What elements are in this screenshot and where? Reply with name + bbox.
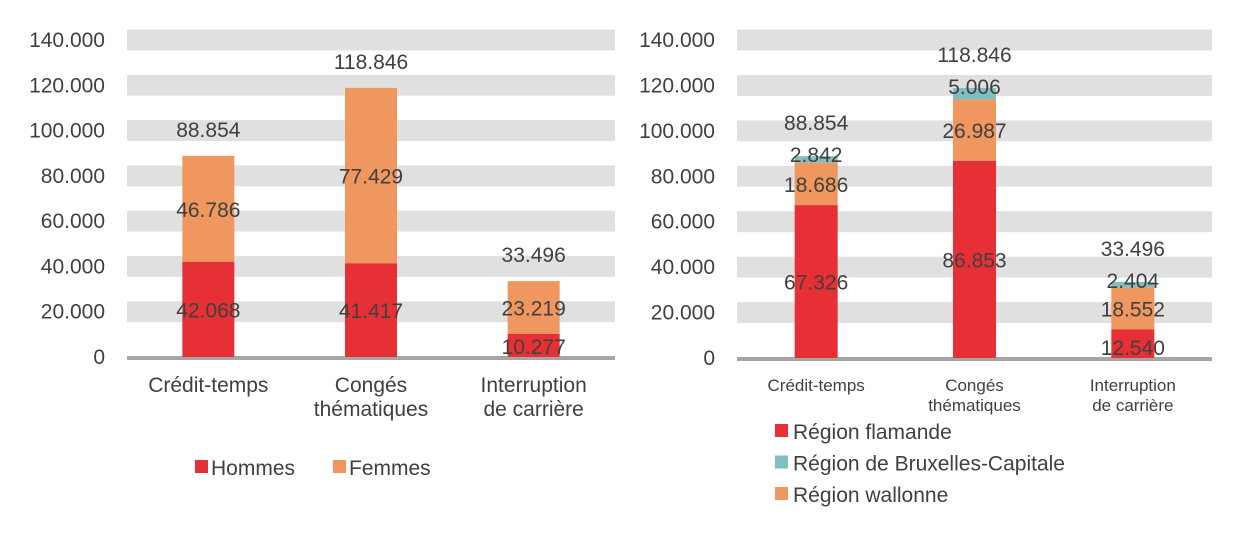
x-axis-line	[127, 356, 615, 360]
bar-segment	[1111, 287, 1155, 330]
y-tick-label: 80.000	[651, 165, 715, 188]
legend-swatch	[775, 487, 788, 500]
category-label: Congés	[335, 374, 407, 397]
category-label: thématiques	[314, 398, 428, 421]
y-tick-label: 60.000	[651, 211, 715, 234]
category-label: thématiques	[928, 396, 1021, 415]
data-label: 5.006	[948, 76, 1001, 99]
y-tick-label: 140.000	[639, 29, 715, 52]
data-label: 2.404	[1107, 270, 1160, 293]
y-tick-label: 40.000	[41, 255, 105, 278]
bar-segment	[182, 155, 235, 262]
bar-segment	[1111, 281, 1155, 288]
bar-segment	[953, 88, 996, 100]
bar-segment	[182, 261, 235, 357]
bar-segment	[794, 162, 838, 206]
total-label: 88.854	[784, 112, 849, 135]
total-label: 33.496	[502, 244, 566, 267]
y-tick-label: 100.000	[29, 120, 105, 143]
bar-segment	[507, 333, 560, 357]
y-tick-label: 80.000	[41, 165, 105, 188]
y-tick-label: 0	[93, 346, 105, 369]
category-label: Crédit-temps	[768, 376, 865, 395]
data-label: 10.277	[502, 336, 566, 359]
total-label: 33.496	[1101, 238, 1165, 261]
category-label: Interruption	[1090, 376, 1176, 395]
total-label: 118.846	[334, 51, 408, 74]
data-label: 26.987	[942, 120, 1006, 143]
legend-label: Région de Bruxelles-Capitale	[793, 453, 1065, 476]
data-label: 41.417	[339, 300, 403, 323]
legend-swatch	[775, 455, 788, 469]
total-label: 88.854	[176, 119, 241, 142]
data-label: 46.786	[176, 199, 240, 222]
bar-segment	[794, 156, 838, 163]
y-tick-label: 0	[703, 347, 715, 370]
y-tick-label: 100.000	[639, 120, 715, 143]
bar-segment	[953, 99, 996, 161]
category-label: Interruption	[481, 374, 587, 397]
bar-segment	[345, 263, 397, 357]
data-label: 18.552	[1101, 298, 1165, 321]
total-label: 118.846	[937, 44, 1011, 67]
legend-label: Hommes	[211, 457, 295, 480]
data-label: 67.326	[784, 272, 848, 295]
category-label: Crédit-temps	[148, 374, 268, 397]
data-label: 23.219	[502, 297, 566, 320]
x-axis-line	[737, 357, 1212, 361]
data-label: 77.429	[339, 166, 403, 189]
legend-label: Femmes	[349, 457, 431, 480]
legend-swatch	[195, 460, 208, 473]
bar-segment	[345, 87, 397, 264]
grid-band	[737, 74, 1212, 96]
y-tick-label: 20.000	[41, 301, 105, 324]
y-tick-label: 40.000	[651, 256, 715, 279]
data-label: 2.842	[790, 144, 843, 167]
category-label: Congés	[945, 376, 1004, 395]
legend-swatch	[333, 460, 346, 473]
bar-segment	[1111, 329, 1155, 358]
legend-label: Région flamande	[793, 421, 952, 444]
legend-label: Région wallonne	[793, 484, 948, 507]
legend-swatch	[775, 424, 788, 437]
y-tick-label: 120.000	[29, 74, 105, 97]
data-label: 86.853	[942, 249, 1006, 272]
y-tick-label: 60.000	[41, 210, 105, 233]
bar-segment	[794, 205, 838, 358]
grid-band	[127, 74, 615, 96]
category-label: de carrière	[483, 398, 583, 421]
y-tick-label: 120.000	[639, 74, 715, 97]
chart-1: 0 20.000 40.000 60.000 80.000 100.000 120.000 1…	[29, 29, 615, 480]
grid-band	[127, 29, 615, 51]
chart-2: 0 20.000 40.000 60.000 80.000 100.000 120.000 1…	[639, 29, 1212, 507]
data-label: 18.686	[784, 174, 848, 197]
grid-band	[737, 29, 1212, 51]
y-tick-label: 140.000	[29, 29, 105, 52]
y-tick-label: 20.000	[651, 302, 715, 325]
bar-segment	[953, 160, 996, 358]
data-label: 12.540	[1101, 337, 1165, 360]
bar-segment	[507, 281, 560, 334]
data-label: 42.068	[176, 299, 240, 322]
category-label: de carrière	[1092, 396, 1173, 415]
